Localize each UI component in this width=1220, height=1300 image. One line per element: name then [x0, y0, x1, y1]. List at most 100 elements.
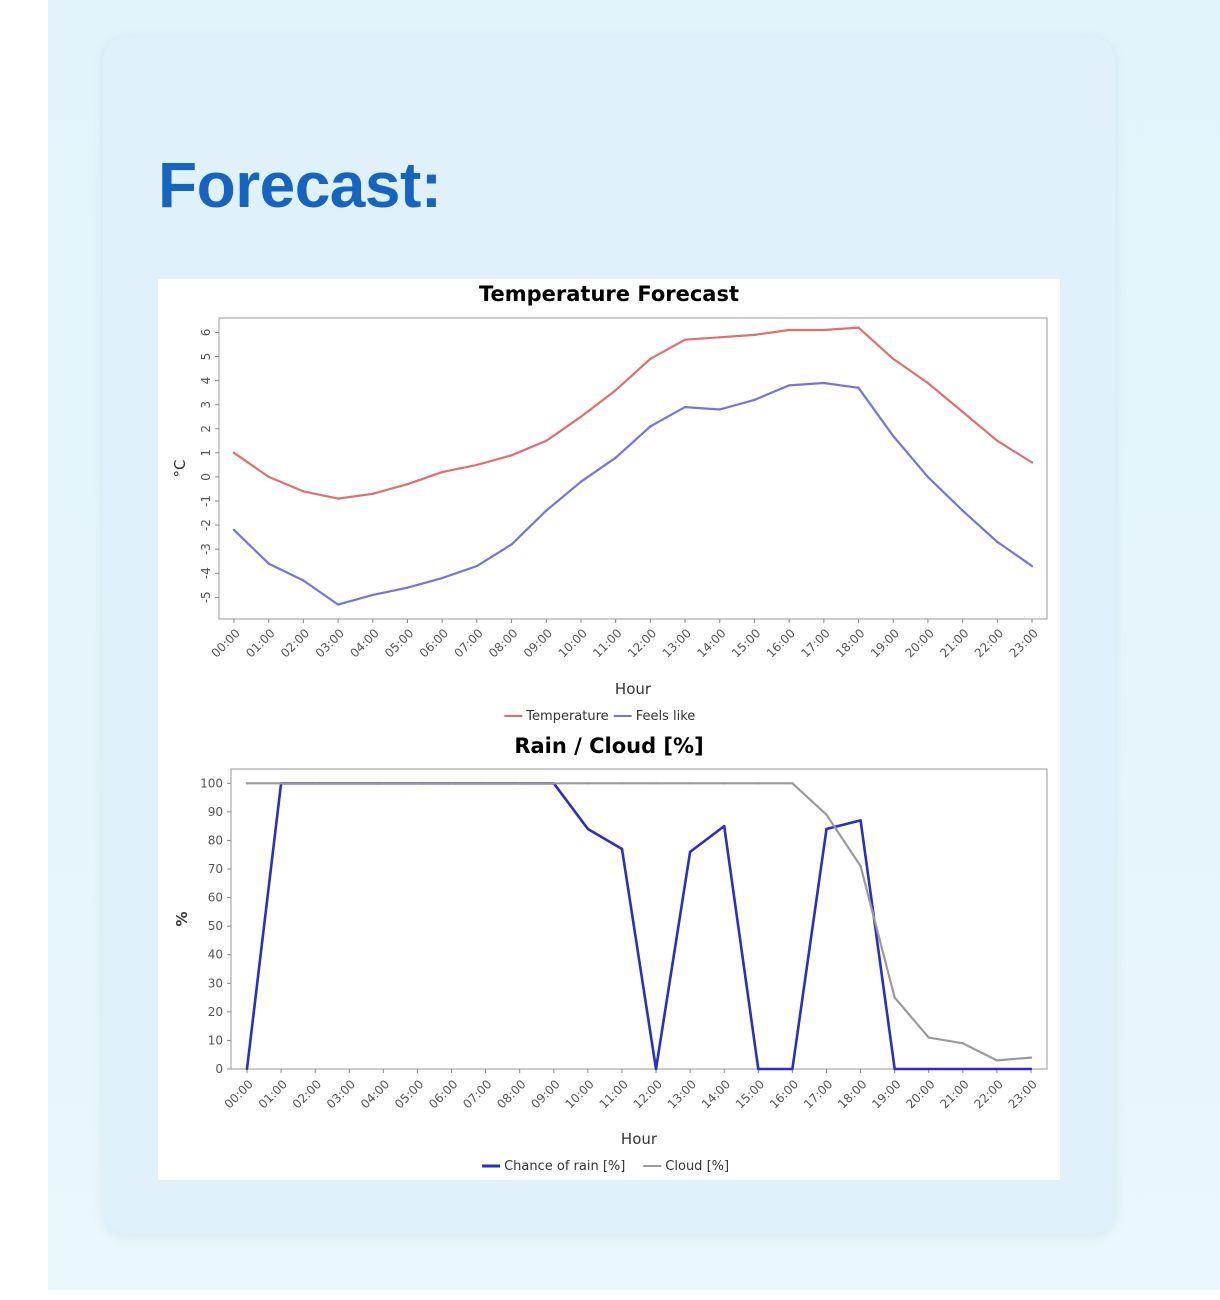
rain-series-line-1 [247, 782, 1032, 1062]
temp-y-tick-label: 2 [199, 425, 213, 433]
temp-x-tick-label: 13:00 [660, 626, 694, 660]
temp-data-point [683, 405, 687, 409]
rain-data-point [245, 782, 249, 785]
temp-data-point [302, 490, 305, 493]
rain-y-tick-label: 0 [215, 1062, 223, 1076]
rain-y-tick-label: 80 [208, 833, 223, 847]
temp-legend-label-0: Temperature [525, 709, 608, 724]
temp-data-point [718, 336, 721, 339]
rain-cloud-chart: Rain / Cloud [%] 0 10 20 30 40 50 60 70 80 90 100% 0… [173, 734, 1048, 1174]
temp-data-point [545, 439, 548, 443]
temp-x-tick-label: 08:00 [486, 626, 520, 660]
rain-data-point [723, 824, 726, 828]
temp-y-tick-label: -5 [199, 591, 213, 603]
rain-data-point [245, 1067, 249, 1071]
temp-y-tick-label: -1 [199, 495, 213, 507]
temp-data-point [545, 509, 548, 512]
temp-x-tick-label: 06:00 [417, 626, 451, 660]
rain-y-tick-label: 70 [208, 862, 223, 876]
temp-data-point [753, 333, 756, 337]
rain-data-point [859, 864, 862, 868]
rain-data-point [961, 1042, 965, 1045]
temp-data-point [718, 408, 721, 411]
rain-x-tick-label: 02:00 [290, 1077, 324, 1111]
temp-data-point [996, 540, 999, 544]
rain-x-tick-label: 01:00 [256, 1077, 290, 1111]
rain-x-tick-label: 17:00 [801, 1077, 835, 1111]
temp-data-point [787, 328, 791, 332]
temp-data-point [406, 482, 409, 486]
temp-data-point [336, 603, 340, 606]
rain-x-tick-label: 10:00 [562, 1077, 596, 1111]
rain-data-point [552, 782, 555, 785]
temp-chart-title: Temperature Forecast [479, 282, 739, 306]
rain-data-point [859, 819, 862, 822]
rain-data-point [586, 827, 590, 831]
temp-plot-area [218, 317, 1048, 620]
rain-x-tick-label: 18:00 [835, 1077, 869, 1111]
rain-x-tick-label: 03:00 [324, 1077, 358, 1111]
rain-x-tick-label: 00:00 [222, 1077, 256, 1111]
rain-x-tick-label: 22:00 [972, 1077, 1006, 1111]
temp-data-point [475, 463, 479, 467]
rain-x-tick-label: 14:00 [699, 1077, 733, 1111]
rain-x-tick-label: 13:00 [665, 1077, 699, 1111]
rain-x-tick-label: 04:00 [358, 1077, 392, 1111]
temp-y-tick-label: 4 [199, 377, 213, 385]
rain-data-point [961, 1067, 965, 1071]
rain-data-point [620, 782, 624, 785]
temp-data-point [267, 475, 270, 479]
temp-data-point [961, 410, 964, 414]
temp-y-tick-label: 0 [199, 473, 213, 481]
temp-data-point [857, 326, 860, 329]
temp-data-point [1030, 461, 1034, 464]
temp-data-point [510, 543, 513, 546]
rain-data-point [1029, 1056, 1033, 1059]
temp-x-tick-label: 15:00 [729, 626, 763, 660]
rain-data-point [313, 782, 317, 785]
rain-y-axis-label: % [173, 911, 191, 926]
rain-data-point [416, 782, 419, 785]
rain-x-tick-label: 06:00 [426, 1077, 460, 1111]
temp-data-point [1030, 564, 1034, 568]
temp-x-tick-label: 18:00 [833, 626, 867, 660]
temp-x-tick-label: 01:00 [243, 626, 277, 660]
rain-data-point [825, 827, 828, 831]
temp-data-point [649, 425, 652, 428]
rain-data-point [518, 782, 521, 785]
charts-panel: Temperature Forecast -5 -4 -3 -2 -1 0 1 2 3 4 5 6 °C 0… [158, 279, 1060, 1180]
rain-x-tick-label: 19:00 [869, 1077, 903, 1111]
temp-data-point [892, 357, 895, 361]
temp-data-point [892, 434, 895, 438]
temp-x-tick-label: 14:00 [694, 626, 728, 660]
rain-data-point [791, 782, 794, 785]
temp-data-point [406, 586, 409, 589]
temp-x-tick-label: 04:00 [347, 626, 381, 660]
rain-x-tick-label: 07:00 [460, 1077, 494, 1111]
temp-data-point [683, 338, 687, 341]
temp-y-tick-label: -2 [199, 519, 213, 531]
temp-x-tick-label: 00:00 [209, 626, 243, 660]
rain-x-axis-label: Hour [621, 1130, 658, 1148]
temp-data-point [961, 509, 964, 512]
temp-data-point [753, 398, 756, 402]
temp-x-tick-label: 11:00 [590, 626, 624, 660]
rain-x-tick-label: 08:00 [494, 1077, 528, 1111]
temp-y-tick-label: 5 [199, 353, 213, 361]
rain-x-tick-label: 12:00 [631, 1077, 665, 1111]
rain-chart-title: Rain / Cloud [%] [514, 734, 703, 758]
temp-data-point [614, 456, 617, 459]
rain-data-point [927, 1067, 930, 1071]
rain-x-tick-label: 15:00 [733, 1077, 767, 1111]
temp-data-point [232, 451, 236, 455]
rain-data-point [450, 782, 453, 785]
temp-data-point [926, 381, 930, 385]
temp-x-tick-label: 19:00 [868, 626, 902, 660]
rain-legend: Chance of rain [%] Cloud [%] [482, 1159, 729, 1174]
rain-x-tick-label: 09:00 [528, 1077, 562, 1111]
temp-data-point [822, 328, 826, 332]
rain-x-tick-label: 23:00 [1006, 1077, 1040, 1111]
rain-x-tick-label: 11:00 [597, 1077, 631, 1111]
temp-x-tick-label: 22:00 [972, 626, 1006, 660]
temp-x-tick-label: 16:00 [764, 626, 798, 660]
